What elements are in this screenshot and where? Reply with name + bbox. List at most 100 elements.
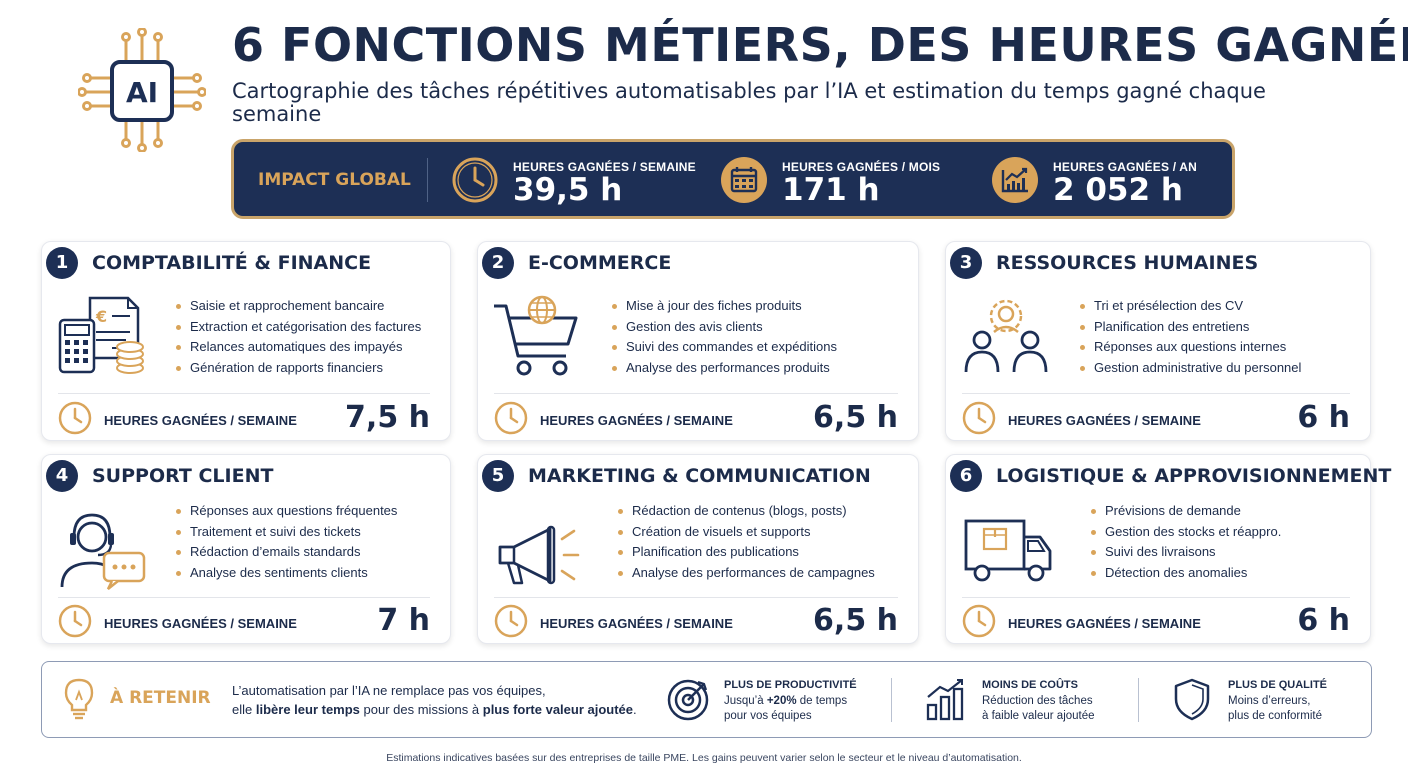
hours-label: HEURES GAGNÉES / SEMAINE — [104, 413, 297, 428]
target-icon — [667, 679, 709, 721]
list-item: Création de visuels et supports — [616, 522, 875, 543]
list-item: Suivi des livraisons — [1089, 542, 1281, 563]
card-title: LOGISTIQUE & APPROVISIONNEMENT — [996, 465, 1392, 487]
benefit-text: Moins d’erreurs, plus de conformité — [1228, 694, 1322, 724]
list-item: Réponses aux questions fréquentes — [174, 501, 397, 522]
card-number: 1 — [46, 247, 78, 279]
card-title: COMPTABILITÉ & FINANCE — [92, 252, 372, 274]
list-item: Prévisions de demande — [1089, 501, 1281, 522]
card-divider — [494, 393, 898, 394]
card-divider — [962, 393, 1350, 394]
list-item: Génération de rapports financiers — [174, 358, 421, 379]
card-number: 5 — [482, 460, 514, 492]
shield-icon — [1174, 678, 1210, 721]
card-number: 2 — [482, 247, 514, 279]
emphasis-text: libère leur temps — [255, 702, 360, 717]
stat-year-label: HEURES GAGNÉES / AN — [1053, 160, 1198, 174]
text-span: Moins d’erreurs, — [1228, 695, 1311, 707]
hours-value: 6 h — [1297, 400, 1350, 435]
list-item: Extraction et catégorisation des facture… — [174, 317, 421, 338]
card-number: 3 — [950, 247, 982, 279]
stat-week-value: 39,5 h — [513, 172, 623, 208]
hours-label: HEURES GAGNÉES / SEMAINE — [540, 616, 733, 631]
list-item: Mise à jour des fiches produits — [610, 296, 837, 317]
card-ecommerce: 2 E-COMMERCE Mise à jour des fiches prod… — [477, 241, 919, 441]
benefit-text: Jusqu’à +20% de temps pour vos équipes — [724, 694, 847, 724]
list-item: Planification des entretiens — [1078, 317, 1301, 338]
lightbulb-icon — [64, 678, 94, 720]
retenir-message: L’automatisation par l’IA ne remplace pa… — [232, 681, 637, 719]
task-list: Rédaction de contenus (blogs, posts) Cré… — [616, 501, 875, 584]
task-list: Mise à jour des fiches produits Gestion … — [610, 296, 837, 379]
retenir-box: À RETENIR L’automatisation par l’IA ne r… — [41, 661, 1372, 738]
list-item: Rédaction d’emails standards — [174, 542, 397, 563]
text-span: . — [633, 702, 637, 717]
card-divider — [962, 597, 1350, 598]
benefit-title: MOINS DE COÛTS — [982, 679, 1078, 691]
card-logistique: 6 LOGISTIQUE & APPROVISIONNEMENT Prévisi… — [945, 454, 1391, 644]
stat-week-label: HEURES GAGNÉES / SEMAINE — [513, 160, 696, 174]
card-title: E-COMMERCE — [528, 252, 672, 274]
benefit-title: PLUS DE QUALITÉ — [1228, 679, 1328, 691]
hours-label: HEURES GAGNÉES / SEMAINE — [540, 413, 733, 428]
impact-banner: IMPACT GLOBAL HEURES GAGNÉES / SEMAINE 3… — [231, 139, 1235, 219]
retenir-line-1: L’automatisation par l’IA ne remplace pa… — [232, 683, 546, 698]
card-divider — [58, 597, 430, 598]
benefit-divider — [891, 678, 892, 722]
megaphone-icon — [498, 525, 580, 585]
benefit-divider — [1138, 678, 1139, 722]
hours-value: 7,5 h — [345, 400, 430, 435]
emphasis-text: plus forte valeur ajoutée — [482, 702, 634, 717]
task-list: Réponses aux questions fréquentes Traite… — [174, 501, 397, 584]
hours-value: 7 h — [377, 603, 430, 638]
task-list: Tri et présélection des CV Planification… — [1078, 296, 1301, 379]
stat-month-value: 171 h — [782, 172, 880, 208]
list-item: Détection des anomalies — [1089, 563, 1281, 584]
card-ressources-humaines: 3 RESSOURCES HUMAINES Tri et présélectio… — [945, 241, 1371, 441]
card-number: 6 — [950, 460, 982, 492]
text-span: à faible valeur ajoutée — [982, 710, 1095, 722]
text-span: de temps — [796, 695, 848, 707]
growth-chart-icon — [992, 157, 1038, 203]
ai-chip-logo-icon: AI — [77, 27, 207, 153]
benefit-text: Réduction des tâches à faible valeur ajou… — [982, 694, 1095, 724]
list-item: Analyse des performances produits — [610, 358, 837, 379]
calendar-icon — [721, 157, 767, 203]
list-item: Gestion des avis clients — [610, 317, 837, 338]
list-item: Suivi des commandes et expéditions — [610, 337, 837, 358]
list-item: Tri et présélection des CV — [1078, 296, 1301, 317]
list-item: Traitement et suivi des tickets — [174, 522, 397, 543]
benefit-title: PLUS DE PRODUCTIVITÉ — [724, 679, 857, 691]
card-support-client: 4 SUPPORT CLIENT Réponses aux questions … — [41, 454, 451, 644]
page-subtitle: Cartographie des tâches répétitives auto… — [232, 79, 1266, 126]
hours-value: 6,5 h — [813, 603, 898, 638]
list-item: Rédaction de contenus (blogs, posts) — [616, 501, 875, 522]
task-list: Prévisions de demande Gestion des stocks… — [1089, 501, 1281, 584]
text-span: pour des missions à — [359, 702, 483, 717]
card-divider — [494, 597, 898, 598]
card-marketing: 5 MARKETING & COMMUNICATION Rédaction de… — [477, 454, 919, 644]
clock-icon — [494, 604, 528, 638]
hours-label: HEURES GAGNÉES / SEMAINE — [104, 616, 297, 631]
emphasis-text: +20% — [766, 695, 797, 707]
text-span: Jusqu’à — [724, 695, 767, 707]
text-span: plus de conformité — [1228, 710, 1322, 722]
bar-chart-icon — [926, 679, 964, 721]
card-title: MARKETING & COMMUNICATION — [528, 465, 871, 487]
task-list: Saisie et rapprochement bancaire Extract… — [174, 296, 421, 379]
card-title: SUPPORT CLIENT — [92, 465, 274, 487]
page-title: 6 FONCTIONS MÉTIERS, DES HEURES GAGNÉES — [232, 18, 1408, 72]
text-span: pour vos équipes — [724, 710, 812, 722]
card-title: RESSOURCES HUMAINES — [996, 252, 1259, 274]
hours-label: HEURES GAGNÉES / SEMAINE — [1008, 616, 1201, 631]
list-item: Planification des publications — [616, 542, 875, 563]
list-item: Réponses aux questions internes — [1078, 337, 1301, 358]
list-item: Saisie et rapprochement bancaire — [174, 296, 421, 317]
list-item: Relances automatiques des impayés — [174, 337, 421, 358]
accounting-icon: € — [58, 296, 144, 374]
clock-icon — [58, 401, 92, 435]
impact-label: IMPACT GLOBAL — [258, 170, 411, 190]
hours-value: 6,5 h — [813, 400, 898, 435]
banner-divider — [427, 158, 428, 202]
card-divider — [58, 393, 430, 394]
